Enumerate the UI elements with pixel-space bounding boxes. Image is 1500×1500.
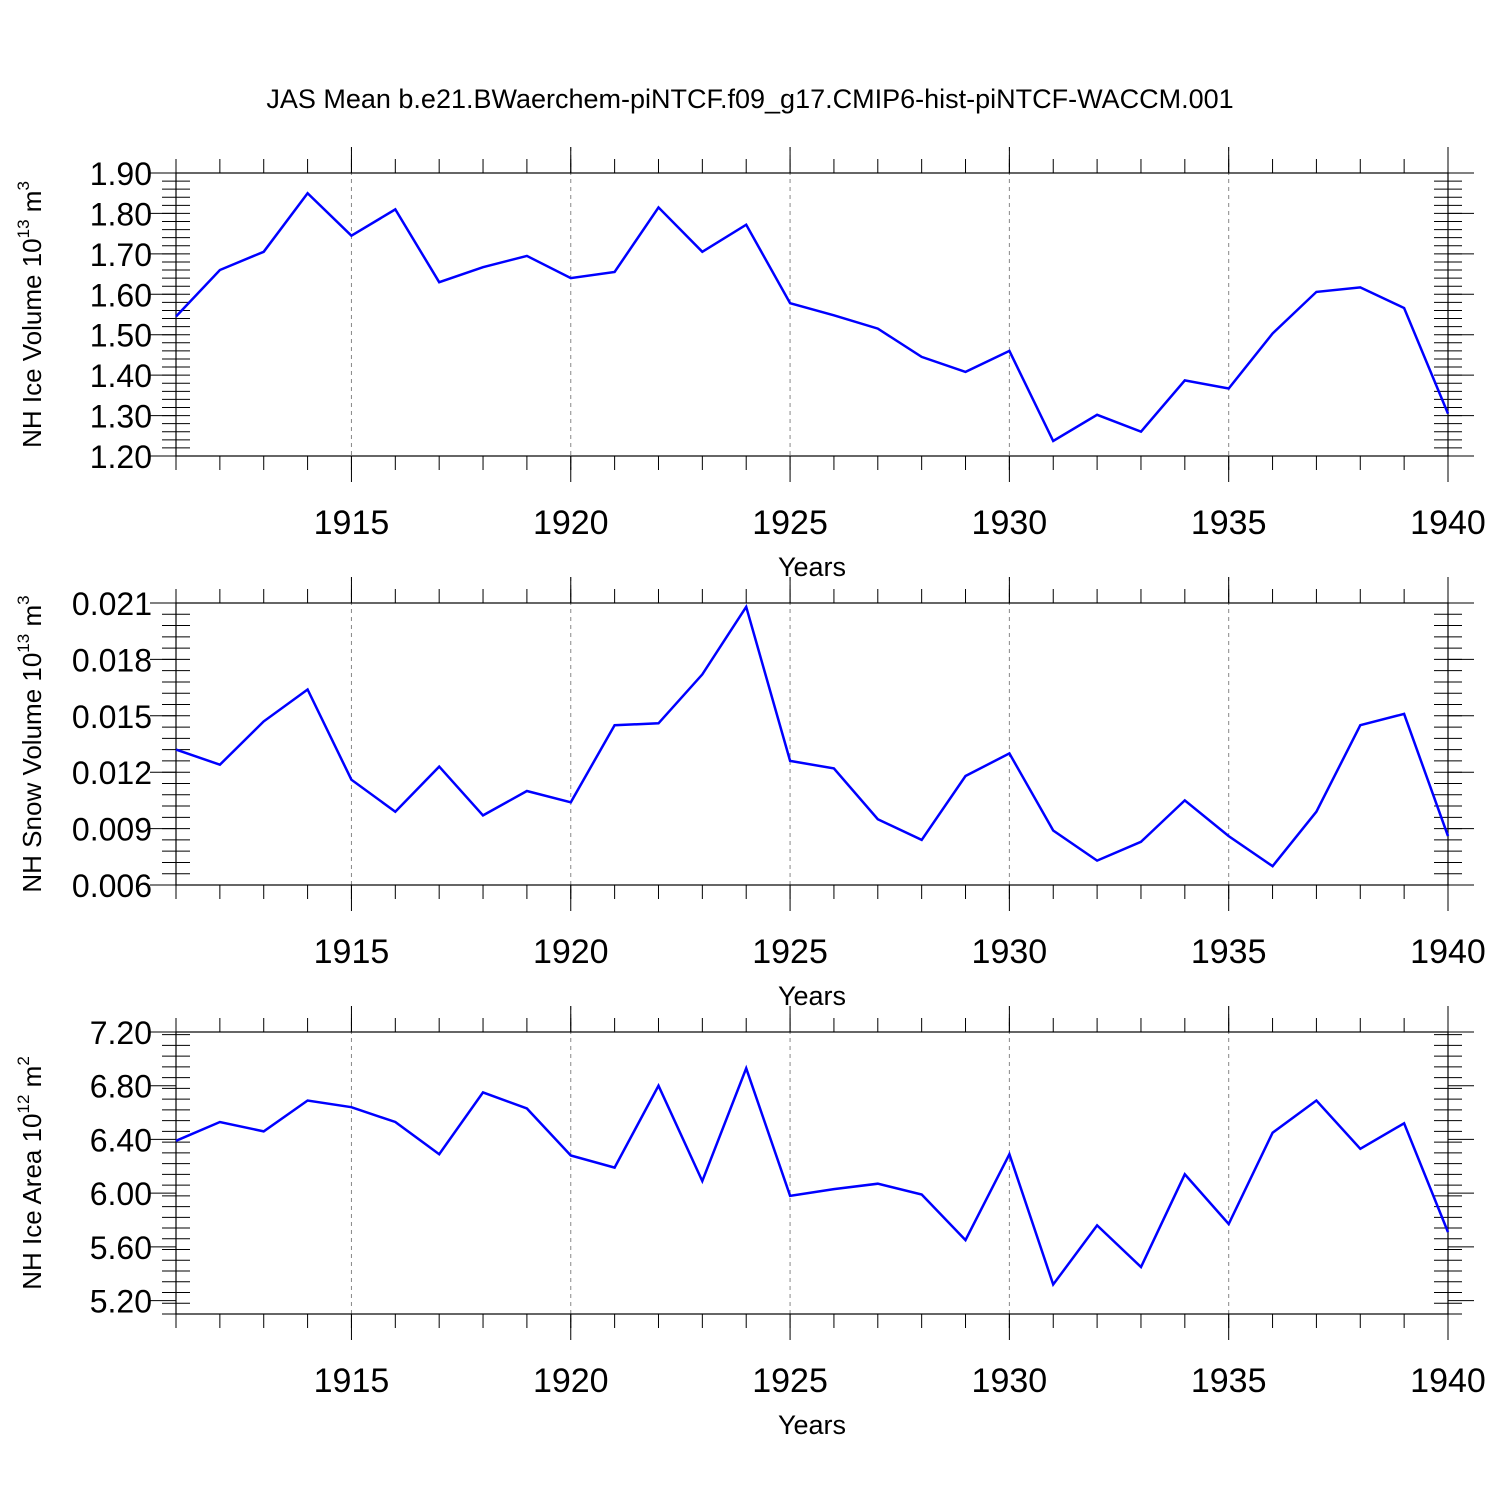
y-tick-label: 0.015 (72, 699, 152, 735)
x-tick-label: 1925 (752, 1362, 828, 1400)
x-tick-label: 1915 (314, 1362, 390, 1400)
x-axis-label: Years (778, 1410, 846, 1440)
y-tick-label: 0.021 (72, 586, 152, 622)
series-line (175, 191, 1450, 443)
x-tick-label: 1930 (972, 1362, 1048, 1400)
x-tick-label: 1920 (533, 504, 609, 542)
y-tick-label: 6.00 (90, 1176, 152, 1212)
x-tick-label: 1920 (533, 1362, 609, 1400)
x-axis-label: Years (778, 552, 846, 582)
chart-title: JAS Mean b.e21.BWaerchem-piNTCF.f09_g17.… (266, 84, 1234, 114)
y-tick-label: 0.018 (72, 642, 152, 678)
y-tick-label: 1.30 (90, 399, 152, 435)
plot-frame (175, 602, 1449, 886)
x-tick-label: 1935 (1191, 933, 1267, 971)
panel-3: 5.20 5.60 6.00 6.40 6.80 7.20 1915 1920 1925 1930… (14, 1006, 1486, 1440)
x-tick-label: 1930 (972, 504, 1048, 542)
y-tick-label: 6.40 (90, 1122, 152, 1158)
x-tick-label: 1925 (752, 933, 828, 971)
x-tick-label: 1920 (533, 933, 609, 971)
y-tick-label: 1.90 (90, 156, 152, 192)
plot-frame (175, 172, 1449, 457)
x-tick-label: 1940 (1410, 933, 1486, 971)
x-tick-label: 1925 (752, 504, 828, 542)
x-tick-label: 1930 (972, 933, 1048, 971)
y-tick-label: 1.50 (90, 318, 152, 354)
x-axis-label: Years (778, 981, 846, 1011)
y-axis-label: NH Ice Area 1012 m2 (14, 1056, 47, 1290)
x-tick-label: 1940 (1410, 504, 1486, 542)
y-tick-label: 5.20 (90, 1284, 152, 1320)
series-line (175, 1064, 1450, 1288)
y-tick-label: 5.60 (90, 1230, 152, 1266)
x-tick-label: 1915 (314, 504, 390, 542)
y-tick-label: 1.70 (90, 237, 152, 273)
y-tick-label: 0.012 (72, 755, 152, 791)
y-tick-label: 7.20 (90, 1015, 152, 1051)
panel-2: 0.006 0.009 0.012 0.015 0.018 0.021 1915 1920 19… (14, 577, 1486, 1011)
y-tick-label: 6.80 (90, 1069, 152, 1105)
y-axis-label: NH Ice Volume 1013 m3 (14, 181, 47, 448)
series-line (175, 603, 1450, 868)
x-tick-label: 1935 (1191, 504, 1267, 542)
y-axis-label: NH Snow Volume 1013 m3 (14, 595, 47, 892)
y-tick-label: 1.60 (90, 277, 152, 313)
y-tick-label: 1.20 (90, 439, 152, 475)
y-tick-label: 0.006 (72, 868, 152, 904)
x-tick-label: 1935 (1191, 1362, 1267, 1400)
y-tick-label: 0.009 (72, 812, 152, 848)
x-tick-label: 1915 (314, 933, 390, 971)
y-tick-label: 1.80 (90, 196, 152, 232)
panel-1: 1.20 1.30 1.40 1.50 1.60 1.70 1.80 1.90 1915 1920… (14, 147, 1486, 582)
plot-frame (175, 1031, 1449, 1315)
y-tick-label: 1.40 (90, 358, 152, 394)
x-tick-label: 1940 (1410, 1362, 1486, 1400)
